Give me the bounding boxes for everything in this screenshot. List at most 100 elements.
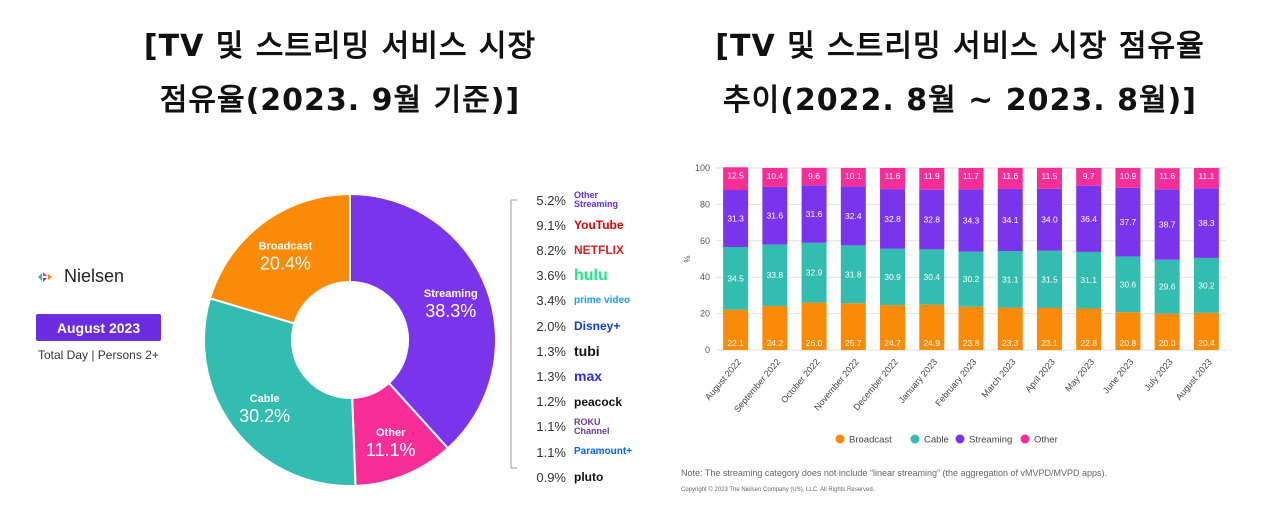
bar-broadcast xyxy=(919,304,945,350)
bar-other xyxy=(919,168,945,190)
bar-value-broadcast: 24.2 xyxy=(767,338,784,348)
bar-streaming xyxy=(1036,188,1062,251)
left-title-line1: [TV 및 스트리밍 서비스 시장 xyxy=(143,29,537,64)
bar-value-streaming: 38.7 xyxy=(1159,220,1176,230)
donut-label-streaming: Streaming xyxy=(424,288,478,300)
service-share: 1.3% xyxy=(536,343,566,359)
service-row-other-streaming: 5.2% Other Streaming xyxy=(518,190,638,210)
legend-label: Broadcast xyxy=(849,435,892,446)
donut-value-other: 11.1% xyxy=(366,440,416,460)
y-tick-label: 0 xyxy=(705,345,710,355)
bar-cable xyxy=(958,251,984,307)
bar-other xyxy=(1036,167,1062,189)
period-badge: August 2023 xyxy=(36,314,161,341)
bar-broadcast xyxy=(1193,312,1219,350)
y-tick-label: 40 xyxy=(700,272,710,282)
service-logo-netflix: NETFLIX xyxy=(574,243,624,258)
service-row-hulu: 3.6% hulu xyxy=(518,266,638,286)
service-share: 2.0% xyxy=(536,318,566,334)
x-tick-label: August 2022 xyxy=(703,357,743,402)
bar-streaming xyxy=(1154,189,1180,260)
x-tick-label: January 2023 xyxy=(897,357,940,405)
service-logo-other-streaming: Other Streaming xyxy=(574,190,619,209)
bar-value-streaming: 38.3 xyxy=(1198,218,1215,228)
bar-other xyxy=(723,167,749,191)
bar-value-broadcast: 26.0 xyxy=(806,338,823,348)
bar-other xyxy=(1193,168,1219,189)
nielsen-brand-name: Nielsen xyxy=(64,266,125,286)
bar-value-streaming: 31.6 xyxy=(767,211,784,221)
legend-item-streaming: Streaming xyxy=(955,434,1012,446)
bar-value-streaming: 31.6 xyxy=(806,209,823,219)
audience-subline: Total Day | Persons 2+ xyxy=(38,348,159,362)
donut-slice-cable xyxy=(203,297,357,487)
bar-streaming xyxy=(840,186,866,246)
service-row-youtube: 9.1% YouTube xyxy=(518,215,638,235)
y-tick-label: 100 xyxy=(695,163,710,173)
bar-value-other: 11.6 xyxy=(1159,171,1175,181)
legend-item-broadcast: Broadcast xyxy=(835,434,892,446)
bar-streaming xyxy=(723,190,749,247)
service-logo-pluto: pluto xyxy=(574,470,604,485)
bar-value-cable: 34.5 xyxy=(727,273,744,283)
bar-other xyxy=(840,168,866,187)
bar-broadcast xyxy=(1036,307,1062,350)
bar-broadcast xyxy=(1115,312,1141,350)
x-tick-label: April 2023 xyxy=(1023,357,1057,394)
bar-value-streaming: 37.7 xyxy=(1120,217,1137,227)
bar-value-other: 9.6 xyxy=(808,171,820,181)
bar-value-streaming: 32.8 xyxy=(923,215,940,225)
service-share: 1.1% xyxy=(536,444,566,460)
bar-streaming xyxy=(801,185,827,243)
service-share: 5.2% xyxy=(536,192,566,208)
bar-broadcast xyxy=(801,302,827,350)
service-logo-peacock: peacock xyxy=(574,394,623,409)
bar-value-cable: 31.1 xyxy=(1002,274,1019,284)
legend-swatch xyxy=(1020,434,1030,444)
bar-value-broadcast: 23.8 xyxy=(963,338,980,348)
bar-other xyxy=(801,167,827,186)
bar-other xyxy=(1076,168,1102,186)
legend-item-cable: Cable xyxy=(910,434,949,446)
service-row-netflix: 8.2% NETFLIX xyxy=(518,240,638,260)
bar-other xyxy=(997,167,1023,189)
service-row-pluto: 0.9% pluto xyxy=(518,467,638,487)
bar-value-streaming: 34.3 xyxy=(963,216,980,226)
bar-broadcast xyxy=(880,305,906,350)
bar-value-cable: 31.8 xyxy=(845,269,862,279)
bar-streaming xyxy=(1076,185,1102,252)
bar-value-other: 12.5 xyxy=(727,170,744,180)
bar-value-broadcast: 23.3 xyxy=(1002,338,1019,348)
service-share: 1.1% xyxy=(536,419,566,435)
bar-broadcast xyxy=(840,303,866,350)
bar-value-broadcast: 23.1 xyxy=(1041,338,1058,348)
bar-value-streaming: 34.0 xyxy=(1041,215,1058,225)
bar-broadcast xyxy=(723,309,749,350)
bar-value-other: 10.4 xyxy=(767,171,784,181)
bar-value-other: 9.7 xyxy=(1083,171,1095,181)
nielsen-brand: Nielsen xyxy=(36,266,124,287)
bar-value-other: 10.9 xyxy=(1120,171,1137,181)
bar-value-other: 10.1 xyxy=(845,171,862,181)
left-title-line2: 점유율(2023. 9월 기준)] xyxy=(159,83,521,118)
bar-cable xyxy=(840,245,866,304)
bar-streaming xyxy=(958,189,984,252)
x-tick-label: August 2023 xyxy=(1174,357,1214,402)
y-tick-label: 60 xyxy=(700,236,710,246)
right-title-line2: 추이(2022. 8월 ~ 2023. 8월)] xyxy=(723,83,1197,118)
bar-value-streaming: 32.8 xyxy=(884,214,901,224)
bar-value-streaming: 34.1 xyxy=(1002,215,1019,225)
bar-streaming xyxy=(1115,187,1141,257)
bar-value-cable: 30.4 xyxy=(923,272,940,282)
service-share: 1.2% xyxy=(536,394,566,410)
streaming-bracket xyxy=(510,199,517,469)
copyright-text: Copyright © 2023 The Nielsen Company (US… xyxy=(681,487,875,493)
service-logo-paramount: Paramount+ xyxy=(574,446,633,457)
bar-value-other: 11.6 xyxy=(1002,171,1018,181)
donut-value-broadcast: 20.4% xyxy=(260,253,311,273)
service-row-prime-video: 3.4% prime video xyxy=(518,291,638,311)
bar-streaming xyxy=(880,189,906,249)
bar-value-broadcast: 20.8 xyxy=(1120,338,1137,348)
donut-label-broadcast: Broadcast xyxy=(259,240,313,252)
